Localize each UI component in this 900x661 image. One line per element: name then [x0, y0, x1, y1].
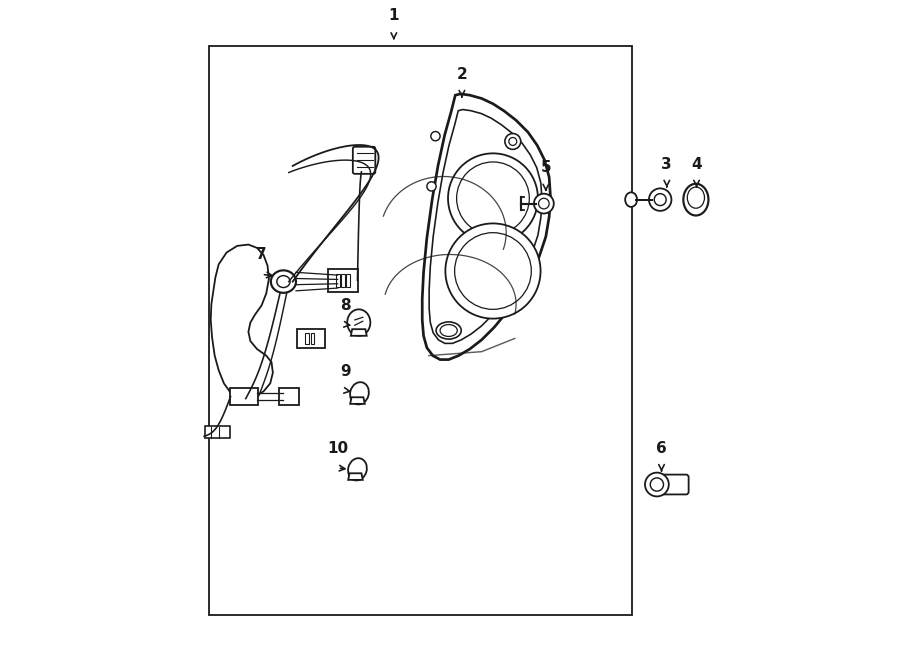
FancyBboxPatch shape — [655, 475, 688, 494]
Ellipse shape — [347, 309, 370, 336]
FancyBboxPatch shape — [310, 333, 314, 344]
Ellipse shape — [436, 322, 461, 339]
Ellipse shape — [440, 325, 457, 336]
Circle shape — [456, 162, 529, 235]
Circle shape — [454, 233, 531, 309]
FancyBboxPatch shape — [230, 388, 257, 405]
Text: 3: 3 — [662, 157, 672, 172]
Circle shape — [654, 194, 666, 206]
Text: 7: 7 — [256, 247, 267, 262]
Circle shape — [508, 137, 517, 145]
Circle shape — [649, 188, 671, 211]
Circle shape — [645, 473, 669, 496]
Text: 9: 9 — [340, 364, 351, 379]
Ellipse shape — [277, 276, 290, 288]
Text: 5: 5 — [541, 160, 551, 175]
Ellipse shape — [271, 270, 296, 293]
Text: 4: 4 — [691, 157, 702, 172]
FancyBboxPatch shape — [304, 333, 309, 344]
Polygon shape — [422, 94, 551, 360]
Ellipse shape — [350, 382, 369, 405]
Text: 8: 8 — [340, 297, 351, 313]
Polygon shape — [429, 110, 542, 344]
Circle shape — [427, 182, 436, 191]
FancyBboxPatch shape — [346, 274, 350, 287]
FancyBboxPatch shape — [328, 269, 358, 292]
Ellipse shape — [688, 187, 705, 208]
Circle shape — [448, 153, 538, 243]
Circle shape — [651, 478, 663, 491]
FancyBboxPatch shape — [297, 329, 325, 348]
FancyBboxPatch shape — [279, 388, 299, 405]
Text: 10: 10 — [327, 441, 348, 456]
Bar — [209, 46, 632, 615]
Text: 6: 6 — [656, 441, 667, 456]
FancyBboxPatch shape — [205, 426, 230, 438]
Polygon shape — [350, 397, 365, 404]
Circle shape — [505, 134, 521, 149]
FancyBboxPatch shape — [341, 274, 345, 287]
Polygon shape — [211, 245, 273, 399]
Ellipse shape — [683, 184, 708, 215]
Text: 1: 1 — [389, 8, 399, 23]
Polygon shape — [351, 329, 366, 336]
FancyBboxPatch shape — [353, 147, 375, 174]
Polygon shape — [348, 473, 363, 480]
FancyBboxPatch shape — [336, 274, 339, 287]
Circle shape — [431, 132, 440, 141]
Ellipse shape — [626, 192, 637, 207]
Text: 2: 2 — [456, 67, 467, 82]
Circle shape — [534, 194, 554, 214]
Ellipse shape — [348, 458, 367, 481]
Circle shape — [538, 198, 549, 209]
Circle shape — [446, 223, 541, 319]
